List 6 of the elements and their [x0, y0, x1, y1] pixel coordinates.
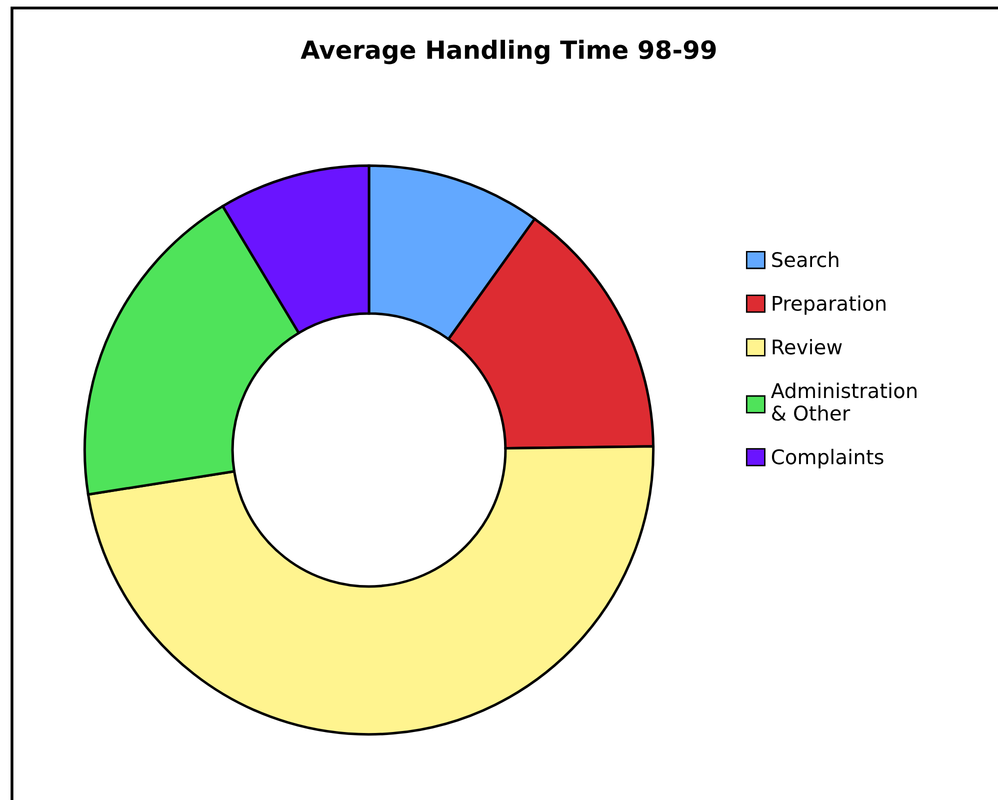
legend-label: Search	[772, 252, 838, 268]
chart-title: Average Handling Time 98-99	[300, 40, 716, 64]
legend-label: Administration & Other	[770, 382, 916, 421]
legend-label: Preparation	[772, 295, 886, 315]
legend-label: Review	[772, 338, 842, 355]
legend-label: Complaints	[772, 448, 884, 468]
